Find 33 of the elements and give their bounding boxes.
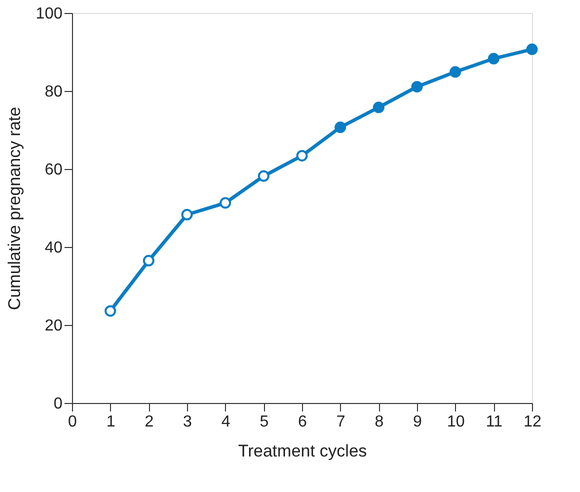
x-tick-label: 6 [298, 414, 308, 430]
y-axis-title: Cumulative pregnancy rate [4, 106, 24, 310]
x-tick-label: 10 [446, 414, 465, 430]
point [334, 122, 346, 134]
point [104, 305, 116, 317]
x-tick-label: 3 [183, 414, 192, 430]
point [181, 208, 193, 220]
x-tick-label: 1 [106, 414, 116, 430]
y-tick-label: 20 [44, 318, 63, 334]
x-tick-label: 9 [413, 414, 422, 430]
point [296, 150, 308, 162]
x-tick-label: 4 [221, 414, 230, 430]
x-tick-label: 8 [374, 414, 384, 430]
point [220, 197, 232, 209]
point [258, 170, 270, 182]
x-tick-label: 12 [524, 414, 542, 430]
point [142, 254, 154, 266]
y-tick-label: 40 [44, 240, 63, 256]
y-tick-label: 0 [54, 396, 63, 412]
point [488, 52, 500, 64]
point [372, 102, 384, 114]
x-tick-label: 7 [336, 414, 346, 430]
x-tick-label: 2 [144, 414, 154, 430]
y-tick-label: 60 [44, 162, 63, 178]
x-tick-label: 5 [260, 414, 269, 430]
y-tick-label: 80 [44, 84, 63, 100]
point [526, 44, 538, 56]
x-tick-label: 0 [68, 414, 78, 430]
x-axis-title: Treatment cycles [238, 442, 367, 460]
x-tick-label: 11 [486, 414, 503, 430]
y-tick-label: 100 [36, 6, 63, 22]
point [411, 80, 423, 92]
point [450, 66, 462, 78]
